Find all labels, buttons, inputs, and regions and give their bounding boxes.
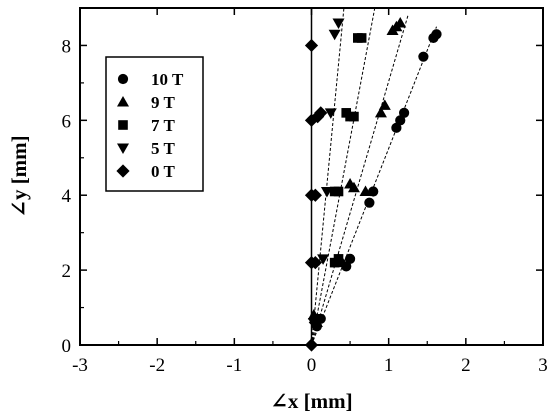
data-point [394, 16, 407, 28]
legend: 10 T 9 T 7 T 5 T 0 T [105, 56, 204, 192]
y-tick-label: 6 [62, 111, 72, 132]
data-point [395, 115, 406, 126]
data-point [431, 29, 442, 40]
x-tick-label: 0 [307, 355, 317, 376]
legend-label: 5 T [151, 139, 175, 158]
legend-marker [117, 143, 129, 154]
legend-marker [117, 73, 129, 85]
data-point [332, 18, 345, 29]
data-point [314, 106, 328, 120]
data-point [368, 186, 379, 197]
data-point [308, 315, 322, 330]
data-point [378, 99, 391, 110]
data-point [308, 188, 322, 202]
x-tick-label: -3 [72, 355, 88, 376]
data-point [344, 253, 356, 264]
legend-label: 0 T [151, 162, 175, 181]
legend-marker [116, 164, 130, 178]
x-tick-label: -2 [149, 355, 165, 376]
x-axis-label: ∠x [mm] [270, 389, 352, 413]
trend-line-7t [311, 7, 376, 346]
x-tick-label: 1 [384, 355, 394, 376]
data-points [304, 16, 442, 352]
x-tick-label: -1 [226, 355, 242, 376]
data-point [349, 111, 359, 122]
y-tick-label: 2 [62, 261, 72, 282]
y-tick-label: 8 [62, 36, 72, 57]
data-point [304, 38, 319, 53]
trend-line-5t [311, 7, 345, 346]
data-point [317, 254, 330, 265]
legend-label: 10 T [151, 70, 184, 89]
axis-ticks: -3 -2 -1 0 1 2 3 0 2 4 6 8 [62, 8, 547, 376]
data-point [328, 29, 341, 41]
y-axis-label: ∠y [mm] [7, 135, 31, 217]
x-tick-label: 3 [538, 355, 547, 376]
x-tick-label: 2 [461, 355, 471, 376]
data-point [347, 181, 360, 193]
data-point [356, 33, 367, 43]
data-point [324, 108, 337, 119]
y-tick-label: 4 [62, 186, 72, 207]
data-point [359, 185, 372, 196]
legend-marker [117, 96, 129, 107]
data-point [333, 254, 344, 264]
trend-line-9t [311, 15, 409, 346]
data-point [308, 256, 322, 270]
data-point [418, 51, 429, 62]
legend-label: 7 T [151, 116, 175, 135]
y-tick-label: 0 [62, 336, 72, 357]
data-point [399, 107, 410, 118]
legend-label: 9 T [151, 93, 175, 112]
legend-marker [118, 120, 128, 130]
data-point [320, 186, 333, 198]
data-point [391, 122, 402, 133]
data-point [364, 197, 375, 208]
trend-line-10t [311, 26, 437, 346]
data-point [333, 186, 344, 197]
data-point [374, 106, 387, 118]
trend-lines [311, 7, 437, 346]
